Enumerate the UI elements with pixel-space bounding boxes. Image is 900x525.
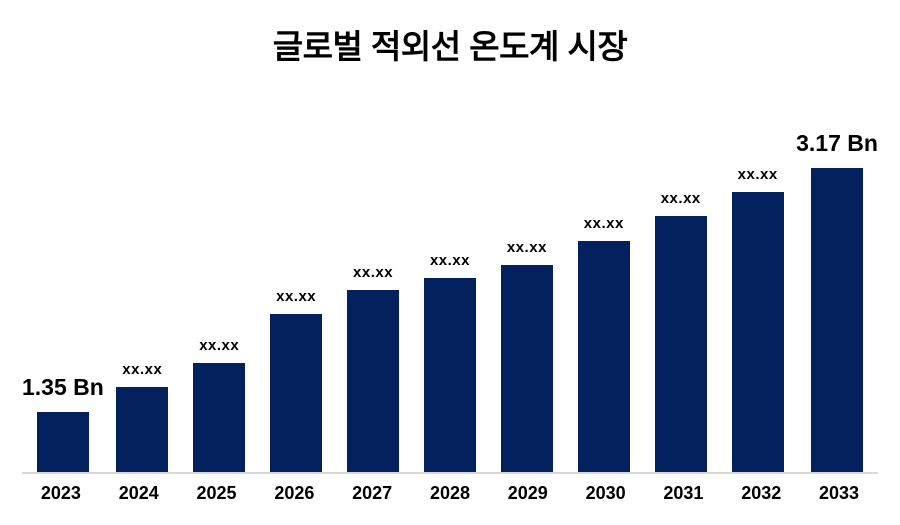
bar-2030 [577,241,630,472]
bar-2028 [423,278,476,472]
bar-column-2023: 1.35 Bn [22,82,104,472]
bar-column-2026: xx.xx [258,82,335,472]
x-axis-label-2023: 2023 [40,483,81,503]
bar-column-2032: xx.xx [719,82,796,472]
bar-column-2033: 3.17 Bn [796,82,878,472]
x-axis-label-2026: 2026 [274,483,315,503]
bar-group: 1.35 Bn xx.xx xx.xx xx.xx xx.xx xx.xx xx.xx xx.… [22,82,878,472]
bar-2023 [36,412,89,472]
bar-value-label-2027: xx.xx [353,264,394,281]
bar-column-2025: xx.xx [181,82,258,472]
bar-value-label-2024: xx.xx [122,361,163,378]
bar-2025 [193,363,246,472]
bar-column-2030: xx.xx [565,82,642,472]
x-axis-label-2031: 2031 [663,483,704,503]
bar-column-2028: xx.xx [412,82,489,472]
bar-value-label-2031: xx.xx [660,190,701,207]
x-axis-label-2029: 2029 [507,483,548,503]
bar-2024 [116,387,169,472]
bar-value-label-2029: xx.xx [506,239,547,256]
x-axis-line [22,472,878,474]
bar-column-2027: xx.xx [335,82,412,472]
bar-column-2031: xx.xx [642,82,719,472]
x-axis-label-2033: 2033 [819,483,860,503]
x-axis-label-2030: 2030 [585,483,626,503]
bar-value-label-2026: xx.xx [276,288,317,305]
bar-2026 [270,314,323,472]
x-axis-label-2025: 2025 [196,483,237,503]
bar-2032 [731,192,784,472]
bar-value-label-2023: 1.35 Bn [22,374,104,400]
x-axis-label-2032: 2032 [741,483,782,503]
bar-2029 [500,265,553,472]
chart-title: 글로벌 적외선 온도계 시장 [272,28,628,65]
x-axis-label-2024: 2024 [118,483,159,503]
bar-2027 [347,290,400,472]
bar-value-label-2032: xx.xx [737,166,778,183]
bar-value-label-2033: 3.17 Bn [796,130,878,156]
bar-2031 [654,216,707,472]
x-axis-label-2028: 2028 [429,483,470,503]
bar-column-2029: xx.xx [488,82,565,472]
x-axis-labels: 2023 2024 2025 2026 2027 2028 2029 2030 2031 2032… [22,483,878,504]
bar-value-label-2028: xx.xx [429,252,470,269]
x-axis-label-2027: 2027 [352,483,393,503]
bar-column-2024: xx.xx [104,82,181,472]
bar-2033 [811,168,864,472]
bar-value-label-2030: xx.xx [583,215,624,232]
bar-value-label-2025: xx.xx [199,337,240,354]
